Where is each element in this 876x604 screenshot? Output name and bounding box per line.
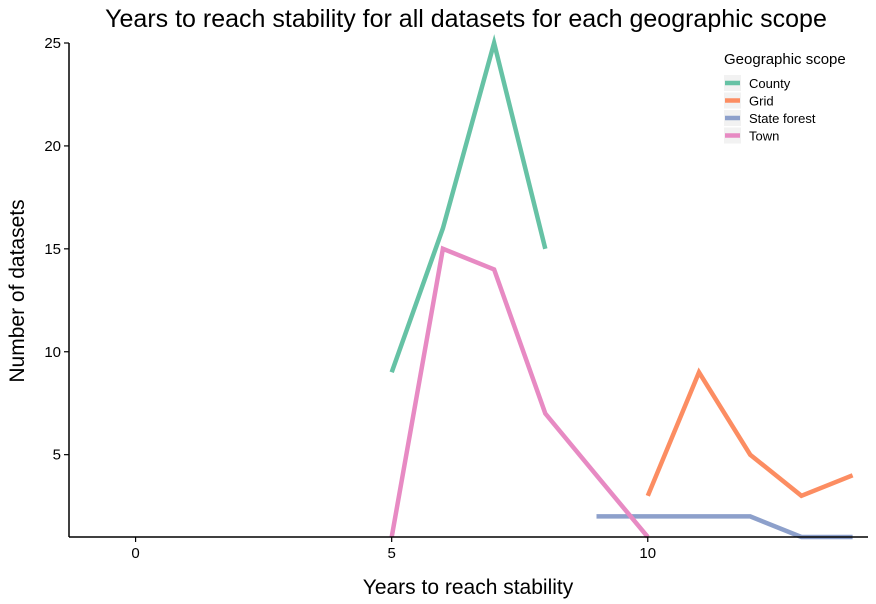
y-tick-label: 5 [53,447,61,464]
legend-title: Geographic scope [724,51,846,68]
series-line-county [389,34,548,374]
x-axis-title: Years to reach stability [363,576,574,599]
legend-items: County Grid State forest Town [724,75,816,144]
x-tick-label: 10 [639,545,656,562]
y-tick-label: 10 [44,344,61,361]
legend-label: Grid [749,94,774,109]
chart-title: Years to reach stability for all dataset… [105,5,827,33]
series-line-town [389,245,650,539]
series-lines [389,34,854,540]
x-axis-ticks: 0 5 10 [131,537,656,562]
series-line-grid [645,367,854,499]
x-tick-label: 5 [388,545,396,562]
y-tick-label: 15 [44,241,61,258]
legend-label: Town [749,129,779,144]
legend: Geographic scope County Grid State forest T… [724,51,846,144]
y-tick-label: 25 [44,35,61,52]
y-axis-ticks: 5 10 15 20 25 [44,35,69,464]
legend-label: State forest [749,111,816,126]
legend-label: County [749,76,791,91]
y-axis-title: Number of datasets [6,199,29,382]
x-tick-label: 0 [131,545,139,562]
y-tick-label: 20 [44,138,61,155]
